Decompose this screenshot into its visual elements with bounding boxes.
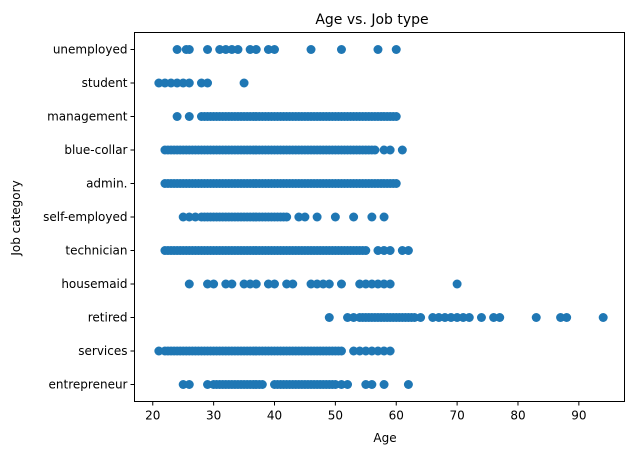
x-tick-label: 20 [145, 409, 160, 423]
scatter-point [282, 212, 292, 222]
y-tick-label: housemaid [61, 277, 127, 291]
scatter-point [336, 346, 346, 356]
scatter-point [403, 380, 413, 389]
scatter-point [227, 279, 237, 289]
scatter-point [349, 212, 359, 222]
scatter-point [306, 45, 316, 54]
y-tick-label: student [82, 76, 128, 90]
scatter-point [373, 45, 383, 54]
x-tick-label: 40 [267, 409, 282, 423]
x-tick-label: 80 [510, 409, 525, 423]
scatter-point [367, 380, 377, 389]
scatter-point [385, 145, 395, 155]
x-tick-label: 30 [206, 409, 221, 423]
y-tick-label: self-employed [43, 210, 127, 224]
scatter-point [343, 380, 353, 389]
scatter-point [184, 45, 194, 54]
scatter-point [324, 279, 334, 289]
scatter-point [300, 212, 310, 222]
scatter-point [239, 78, 249, 88]
scatter-point [391, 112, 401, 121]
y-tick-label: blue-collar [64, 143, 127, 157]
scatter-point [172, 112, 182, 121]
scatter-point [330, 212, 340, 222]
x-tick-label: 70 [449, 409, 464, 423]
scatter-point [324, 313, 334, 322]
scatter-point [251, 279, 261, 289]
scatter-point [370, 145, 380, 155]
scatter-point [312, 212, 322, 222]
chart-title: Age vs. Job type [315, 12, 428, 28]
scatter-point [391, 45, 401, 54]
scatter-point [495, 313, 505, 322]
scatter-point [203, 78, 213, 88]
y-tick-label: technician [65, 244, 127, 258]
scatter-point [452, 279, 462, 289]
y-tick-label: entrepreneur [49, 378, 128, 392]
scatter-point [416, 313, 426, 322]
scatter-point [184, 78, 194, 88]
scatter-point [361, 246, 371, 255]
y-tick-label: admin. [86, 177, 127, 191]
scatter-point [288, 279, 298, 289]
scatter-point [464, 313, 474, 322]
scatter-point [184, 112, 194, 121]
x-axis-label: Age [373, 431, 396, 445]
scatter-point [336, 45, 346, 54]
points-layer [154, 45, 608, 389]
scatter-point [403, 246, 413, 255]
scatter-point [270, 45, 279, 54]
y-axis-label: Job category [9, 180, 23, 256]
scatter-point [367, 212, 377, 222]
y-ticks: entrepreneur services retired housemaid tech… [43, 43, 135, 392]
x-tick-label: 90 [571, 409, 586, 423]
y-tick-label: management [47, 110, 128, 124]
scatter-point [531, 313, 541, 322]
scatter-point [184, 279, 194, 289]
scatter-point [385, 246, 395, 255]
x-ticks: 20 30 40 50 60 70 80 90 [145, 401, 586, 423]
scatter-point [598, 313, 608, 322]
scatter-point [270, 279, 279, 289]
y-tick-label: retired [88, 311, 128, 325]
scatter-point [233, 45, 243, 54]
scatter-point [385, 279, 395, 289]
scatter-point [203, 45, 213, 54]
scatter-point [476, 313, 486, 322]
scatter-point [385, 346, 395, 356]
scatter-point [562, 313, 572, 322]
scatter-point [379, 380, 389, 389]
scatter-point [172, 45, 182, 54]
scatter-point [184, 380, 194, 389]
scatter-point [251, 45, 261, 54]
y-tick-label: unemployed [53, 43, 128, 57]
x-tick-label: 60 [389, 409, 404, 423]
scatter-point [397, 145, 407, 155]
scatter-point [257, 380, 267, 389]
x-tick-label: 50 [328, 409, 343, 423]
scatter-point [209, 279, 219, 289]
scatter-point [336, 279, 346, 289]
scatter-point [391, 179, 401, 188]
scatter-point [379, 212, 389, 222]
y-tick-label: services [78, 344, 127, 358]
